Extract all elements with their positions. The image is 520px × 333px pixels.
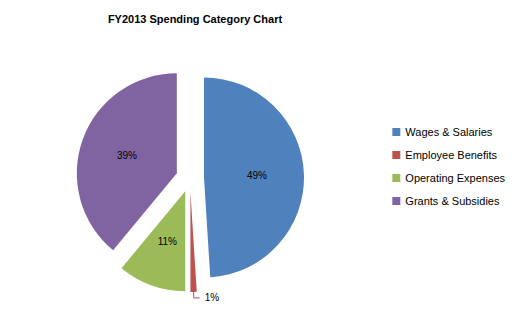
- svg-text:Wages & Salaries: Wages & Salaries: [405, 126, 493, 138]
- svg-text:Grants & Subsidies: Grants & Subsidies: [405, 195, 500, 207]
- svg-text:FY2013 Spending Category Chart: FY2013 Spending Category Chart: [108, 13, 283, 25]
- svg-text:49%: 49%: [247, 170, 267, 181]
- svg-text:Employee Benefits: Employee Benefits: [405, 149, 497, 161]
- svg-text:39%: 39%: [117, 150, 137, 161]
- svg-text:Operating Expenses: Operating Expenses: [405, 172, 505, 184]
- svg-text:11%: 11%: [158, 236, 177, 247]
- svg-text:1%: 1%: [205, 292, 220, 303]
